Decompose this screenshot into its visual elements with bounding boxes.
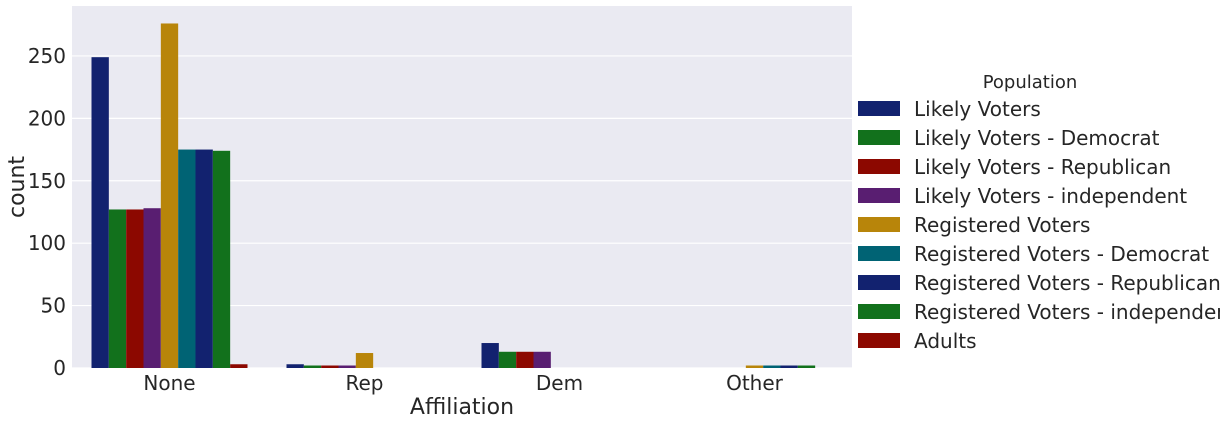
legend-label: Registered Voters - Republican — [914, 271, 1220, 295]
y-tick-label: 50 — [41, 294, 66, 318]
legend-swatch — [858, 188, 900, 203]
bar — [481, 343, 499, 368]
bar — [533, 351, 551, 368]
bar — [321, 365, 339, 368]
bars — [91, 23, 816, 369]
legend-swatch — [858, 304, 900, 319]
bar — [212, 150, 231, 368]
legend-label: Likely Voters — [914, 97, 1041, 121]
y-tick-label: 0 — [53, 356, 66, 380]
y-tick-label: 100 — [28, 231, 66, 255]
y-tick-label: 150 — [28, 169, 66, 193]
bar — [91, 57, 109, 368]
bar — [498, 351, 517, 368]
x-axis-label: Affiliation — [410, 395, 514, 420]
x-tick-label: Other — [726, 371, 784, 395]
bar — [195, 149, 213, 368]
x-tick-label: Rep — [346, 371, 384, 395]
bar — [126, 209, 144, 368]
legend-swatch — [858, 130, 900, 145]
bar — [355, 353, 374, 368]
legend: Population Likely Voters Likely Voters - … — [858, 72, 1220, 353]
bar — [797, 365, 816, 368]
x-tick-label: None — [143, 371, 195, 395]
legend-label: Likely Voters - Republican — [914, 155, 1171, 179]
legend-title: Population — [983, 72, 1078, 93]
bar — [303, 365, 322, 368]
bar — [780, 365, 798, 368]
bar — [178, 149, 196, 368]
y-tick-label: 200 — [28, 106, 66, 130]
bar — [338, 365, 356, 368]
bar — [286, 364, 304, 368]
legend-label: Registered Voters - independent — [914, 300, 1220, 324]
legend-label: Registered Voters - Democrat — [914, 242, 1209, 266]
bar — [230, 364, 248, 368]
legend-swatch — [858, 217, 900, 232]
legend-label: Likely Voters - Democrat — [914, 126, 1160, 150]
legend-swatch — [858, 275, 900, 290]
legend-swatch — [858, 246, 900, 261]
legend-label: Registered Voters — [914, 213, 1090, 237]
bar — [745, 365, 764, 368]
legend-swatch — [858, 159, 900, 174]
legend-label: Adults — [914, 329, 977, 353]
bar — [108, 209, 127, 368]
y-tick-labels: 0 50 100 150 200 250 — [28, 44, 66, 380]
y-tick-label: 250 — [28, 44, 66, 68]
bar — [516, 351, 534, 368]
legend-swatch — [858, 101, 900, 116]
y-axis-label: count — [5, 156, 30, 218]
legend-swatch — [858, 333, 900, 348]
bar — [763, 365, 781, 368]
x-tick-labels: None Rep Dem Other — [143, 371, 783, 395]
legend-label: Likely Voters - independent — [914, 184, 1187, 208]
bar — [143, 208, 161, 368]
x-tick-label: Dem — [536, 371, 583, 395]
bar — [160, 23, 179, 369]
